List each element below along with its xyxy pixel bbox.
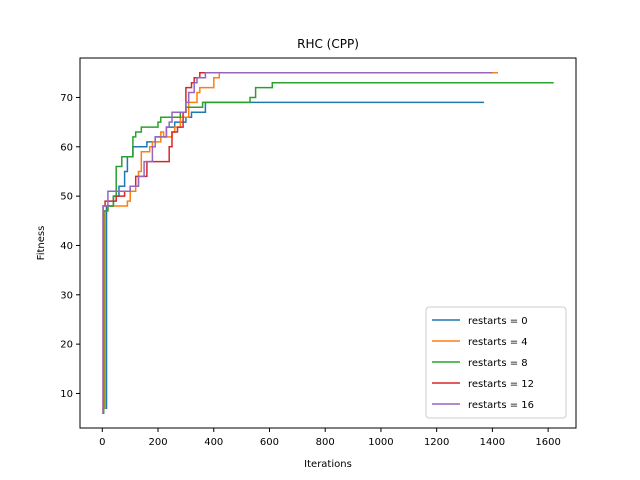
- x-tick-label: 800: [316, 437, 335, 448]
- y-tick-label: 50: [60, 192, 73, 203]
- y-axis-label: Fitness: [36, 226, 47, 261]
- chart-title: RHC (CPP): [297, 37, 359, 51]
- x-tick-label: 600: [260, 437, 279, 448]
- series-line-4: [102, 72, 493, 414]
- x-axis-ticks: 0 200 400 600 800 1000 1200 1400 1600: [99, 428, 561, 448]
- x-tick-label: 200: [148, 437, 167, 448]
- x-tick-label: 1200: [424, 437, 449, 448]
- legend-box: [425, 306, 567, 419]
- legend-label: restarts = 4: [468, 337, 528, 348]
- legend-label: restarts = 8: [468, 358, 528, 369]
- x-tick-label: 1600: [535, 437, 560, 448]
- x-tick-label: 1400: [480, 437, 505, 448]
- y-tick-label: 40: [60, 241, 73, 252]
- y-tick-label: 20: [60, 340, 73, 351]
- x-tick-label: 400: [204, 437, 223, 448]
- y-tick-label: 30: [60, 290, 73, 301]
- series-lines: [102, 72, 554, 414]
- y-tick-label: 60: [60, 142, 73, 153]
- series-line-2: [102, 81, 554, 414]
- x-tick-label: 1000: [368, 437, 393, 448]
- y-tick-label: 10: [60, 389, 73, 400]
- series-line-1: [102, 72, 498, 410]
- legend: restarts = 0 restarts = 4 restarts = 8 rest…: [425, 306, 567, 419]
- legend-label: restarts = 0: [468, 316, 528, 327]
- legend-label: restarts = 16: [468, 400, 534, 411]
- x-tick-label: 0: [99, 437, 105, 448]
- y-tick-label: 70: [60, 93, 73, 104]
- x-axis-label: Iterations: [304, 459, 352, 470]
- plot-frame: [79, 57, 577, 429]
- y-axis-ticks: 10 20 30 40 50 60 70: [60, 93, 80, 400]
- legend-label: restarts = 12: [468, 379, 534, 390]
- series-line-3: [102, 72, 487, 414]
